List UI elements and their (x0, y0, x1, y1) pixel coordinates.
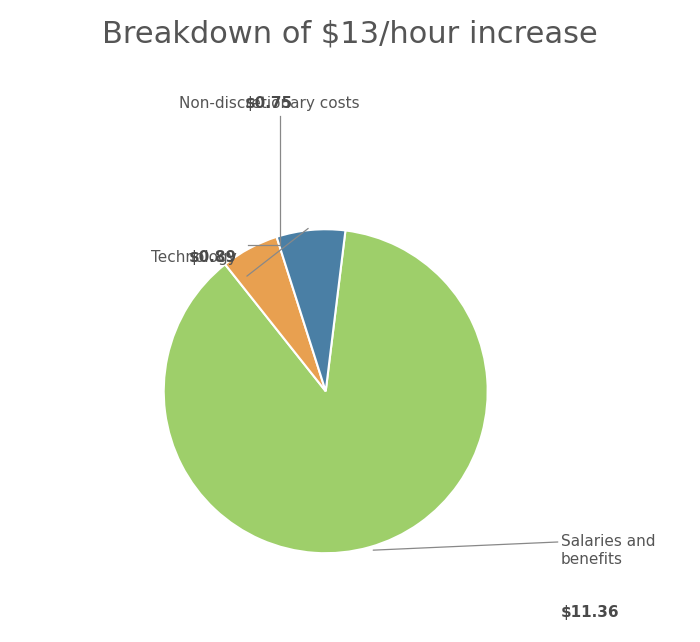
Text: $0.89: $0.89 (188, 232, 237, 265)
Text: $0.75: $0.75 (245, 78, 293, 111)
Wedge shape (225, 237, 326, 391)
Text: Breakdown of $13/hour increase: Breakdown of $13/hour increase (102, 19, 598, 48)
Text: Technology: Technology (151, 250, 237, 265)
Wedge shape (164, 230, 488, 553)
Text: Salaries and
benefits: Salaries and benefits (561, 534, 655, 568)
Text: $11.36: $11.36 (561, 605, 620, 620)
Text: Non-discretionary costs: Non-discretionary costs (178, 96, 359, 111)
Wedge shape (276, 229, 345, 391)
